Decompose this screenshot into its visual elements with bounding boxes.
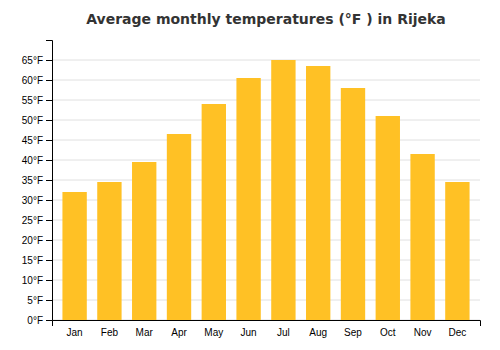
x-tick: Sep bbox=[344, 327, 362, 338]
y-tick: 65°F bbox=[22, 55, 52, 66]
grid-line bbox=[52, 60, 480, 61]
y-tick-mark bbox=[46, 180, 52, 181]
y-tick-label: 35°F bbox=[22, 175, 43, 186]
y-tick-mark bbox=[46, 320, 52, 321]
y-tick-label: 30°F bbox=[22, 195, 43, 206]
x-axis-line bbox=[53, 321, 481, 327]
chart: 0°F 5°F 10°F 15°F 20°F 25°F 30°F 35°F 40°F 45°F 50… bbox=[0, 0, 500, 350]
y-axis-line bbox=[46, 41, 53, 321]
y-tick: 45°F bbox=[22, 135, 52, 146]
y-tick-label: 5°F bbox=[27, 295, 43, 306]
y-tick-mark bbox=[46, 240, 52, 241]
y-tick: 60°F bbox=[22, 75, 52, 86]
x-tick: Feb bbox=[101, 327, 119, 338]
y-tick: 5°F bbox=[27, 295, 52, 306]
x-tick: Jan bbox=[67, 327, 83, 338]
bar bbox=[410, 154, 434, 320]
y-tick-mark bbox=[46, 260, 52, 261]
grid-line bbox=[52, 140, 480, 141]
x-tick: Apr bbox=[171, 327, 187, 338]
x-tick-label: Jan bbox=[67, 327, 83, 338]
y-tick-mark bbox=[46, 140, 52, 141]
y-tick-mark bbox=[46, 120, 52, 121]
y-tick: 15°F bbox=[22, 255, 52, 266]
y-tick: 35°F bbox=[22, 175, 52, 186]
bar bbox=[236, 78, 260, 320]
bar bbox=[202, 104, 226, 320]
y-tick-label: 55°F bbox=[22, 95, 43, 106]
bar bbox=[341, 88, 365, 320]
y-tick-label: 45°F bbox=[22, 135, 43, 146]
x-tick-label: May bbox=[204, 327, 223, 338]
bar bbox=[445, 182, 469, 320]
x-tick: May bbox=[204, 327, 223, 338]
x-axis: Jan Feb Mar Apr May Jun Jul Aug Sep Oct Nov Dec bbox=[53, 321, 481, 339]
x-tick: Mar bbox=[136, 327, 154, 338]
y-tick-mark bbox=[46, 80, 52, 81]
y-tick: 0°F bbox=[27, 315, 52, 326]
x-tick: Aug bbox=[309, 327, 327, 338]
y-tick: 50°F bbox=[22, 115, 52, 126]
bar bbox=[376, 116, 400, 320]
y-tick-label: 20°F bbox=[22, 235, 43, 246]
x-tick-label: Apr bbox=[171, 327, 187, 338]
y-tick-label: 65°F bbox=[22, 55, 43, 66]
x-tick-label: Aug bbox=[309, 327, 327, 338]
x-tick-label: Feb bbox=[101, 327, 119, 338]
x-tick-label: Sep bbox=[344, 327, 362, 338]
bar bbox=[132, 162, 156, 320]
y-tick-mark bbox=[46, 100, 52, 101]
x-tick-label: Nov bbox=[414, 327, 432, 338]
grid-line bbox=[52, 100, 480, 101]
grid-line bbox=[52, 80, 480, 81]
x-tick-label: Jun bbox=[241, 327, 257, 338]
y-tick-mark bbox=[46, 200, 52, 201]
y-tick-mark bbox=[46, 60, 52, 61]
y-tick: 30°F bbox=[22, 195, 52, 206]
bar bbox=[97, 182, 121, 320]
x-tick-label: Oct bbox=[380, 327, 396, 338]
bar bbox=[62, 192, 86, 320]
y-tick-mark bbox=[46, 280, 52, 281]
bar bbox=[167, 134, 191, 320]
x-tick-label: Dec bbox=[448, 327, 466, 338]
x-tick: Dec bbox=[448, 327, 466, 338]
y-tick-label: 25°F bbox=[22, 215, 43, 226]
y-tick-mark bbox=[46, 300, 52, 301]
x-tick-label: Mar bbox=[136, 327, 154, 338]
x-tick: Oct bbox=[380, 327, 396, 338]
x-tick: Nov bbox=[414, 327, 432, 338]
y-tick-label: 40°F bbox=[22, 155, 43, 166]
title: Average monthly temperatures (°F ) in Ri… bbox=[86, 11, 446, 27]
bar bbox=[306, 66, 330, 320]
y-tick-label: 15°F bbox=[22, 255, 43, 266]
plot: 0°F 5°F 10°F 15°F 20°F 25°F 30°F 35°F 40°F 45°F 50… bbox=[22, 41, 481, 339]
bars bbox=[62, 60, 469, 320]
y-tick-label: 10°F bbox=[22, 275, 43, 286]
bar bbox=[271, 60, 295, 320]
x-tick: Jun bbox=[241, 327, 257, 338]
y-tick: 10°F bbox=[22, 275, 52, 286]
y-tick-label: 0°F bbox=[27, 315, 43, 326]
grid-line bbox=[52, 120, 480, 121]
x-tick-label: Jul bbox=[277, 327, 290, 338]
y-axis: 0°F 5°F 10°F 15°F 20°F 25°F 30°F 35°F 40°F 45°F 50… bbox=[22, 41, 53, 326]
y-tick-label: 60°F bbox=[22, 75, 43, 86]
grid bbox=[52, 60, 480, 320]
y-tick: 40°F bbox=[22, 155, 52, 166]
y-tick: 25°F bbox=[22, 215, 52, 226]
y-tick-mark bbox=[46, 220, 52, 221]
y-tick-label: 50°F bbox=[22, 115, 43, 126]
x-tick: Jul bbox=[277, 327, 290, 338]
y-tick-mark bbox=[46, 160, 52, 161]
y-tick: 55°F bbox=[22, 95, 52, 106]
y-tick: 20°F bbox=[22, 235, 52, 246]
